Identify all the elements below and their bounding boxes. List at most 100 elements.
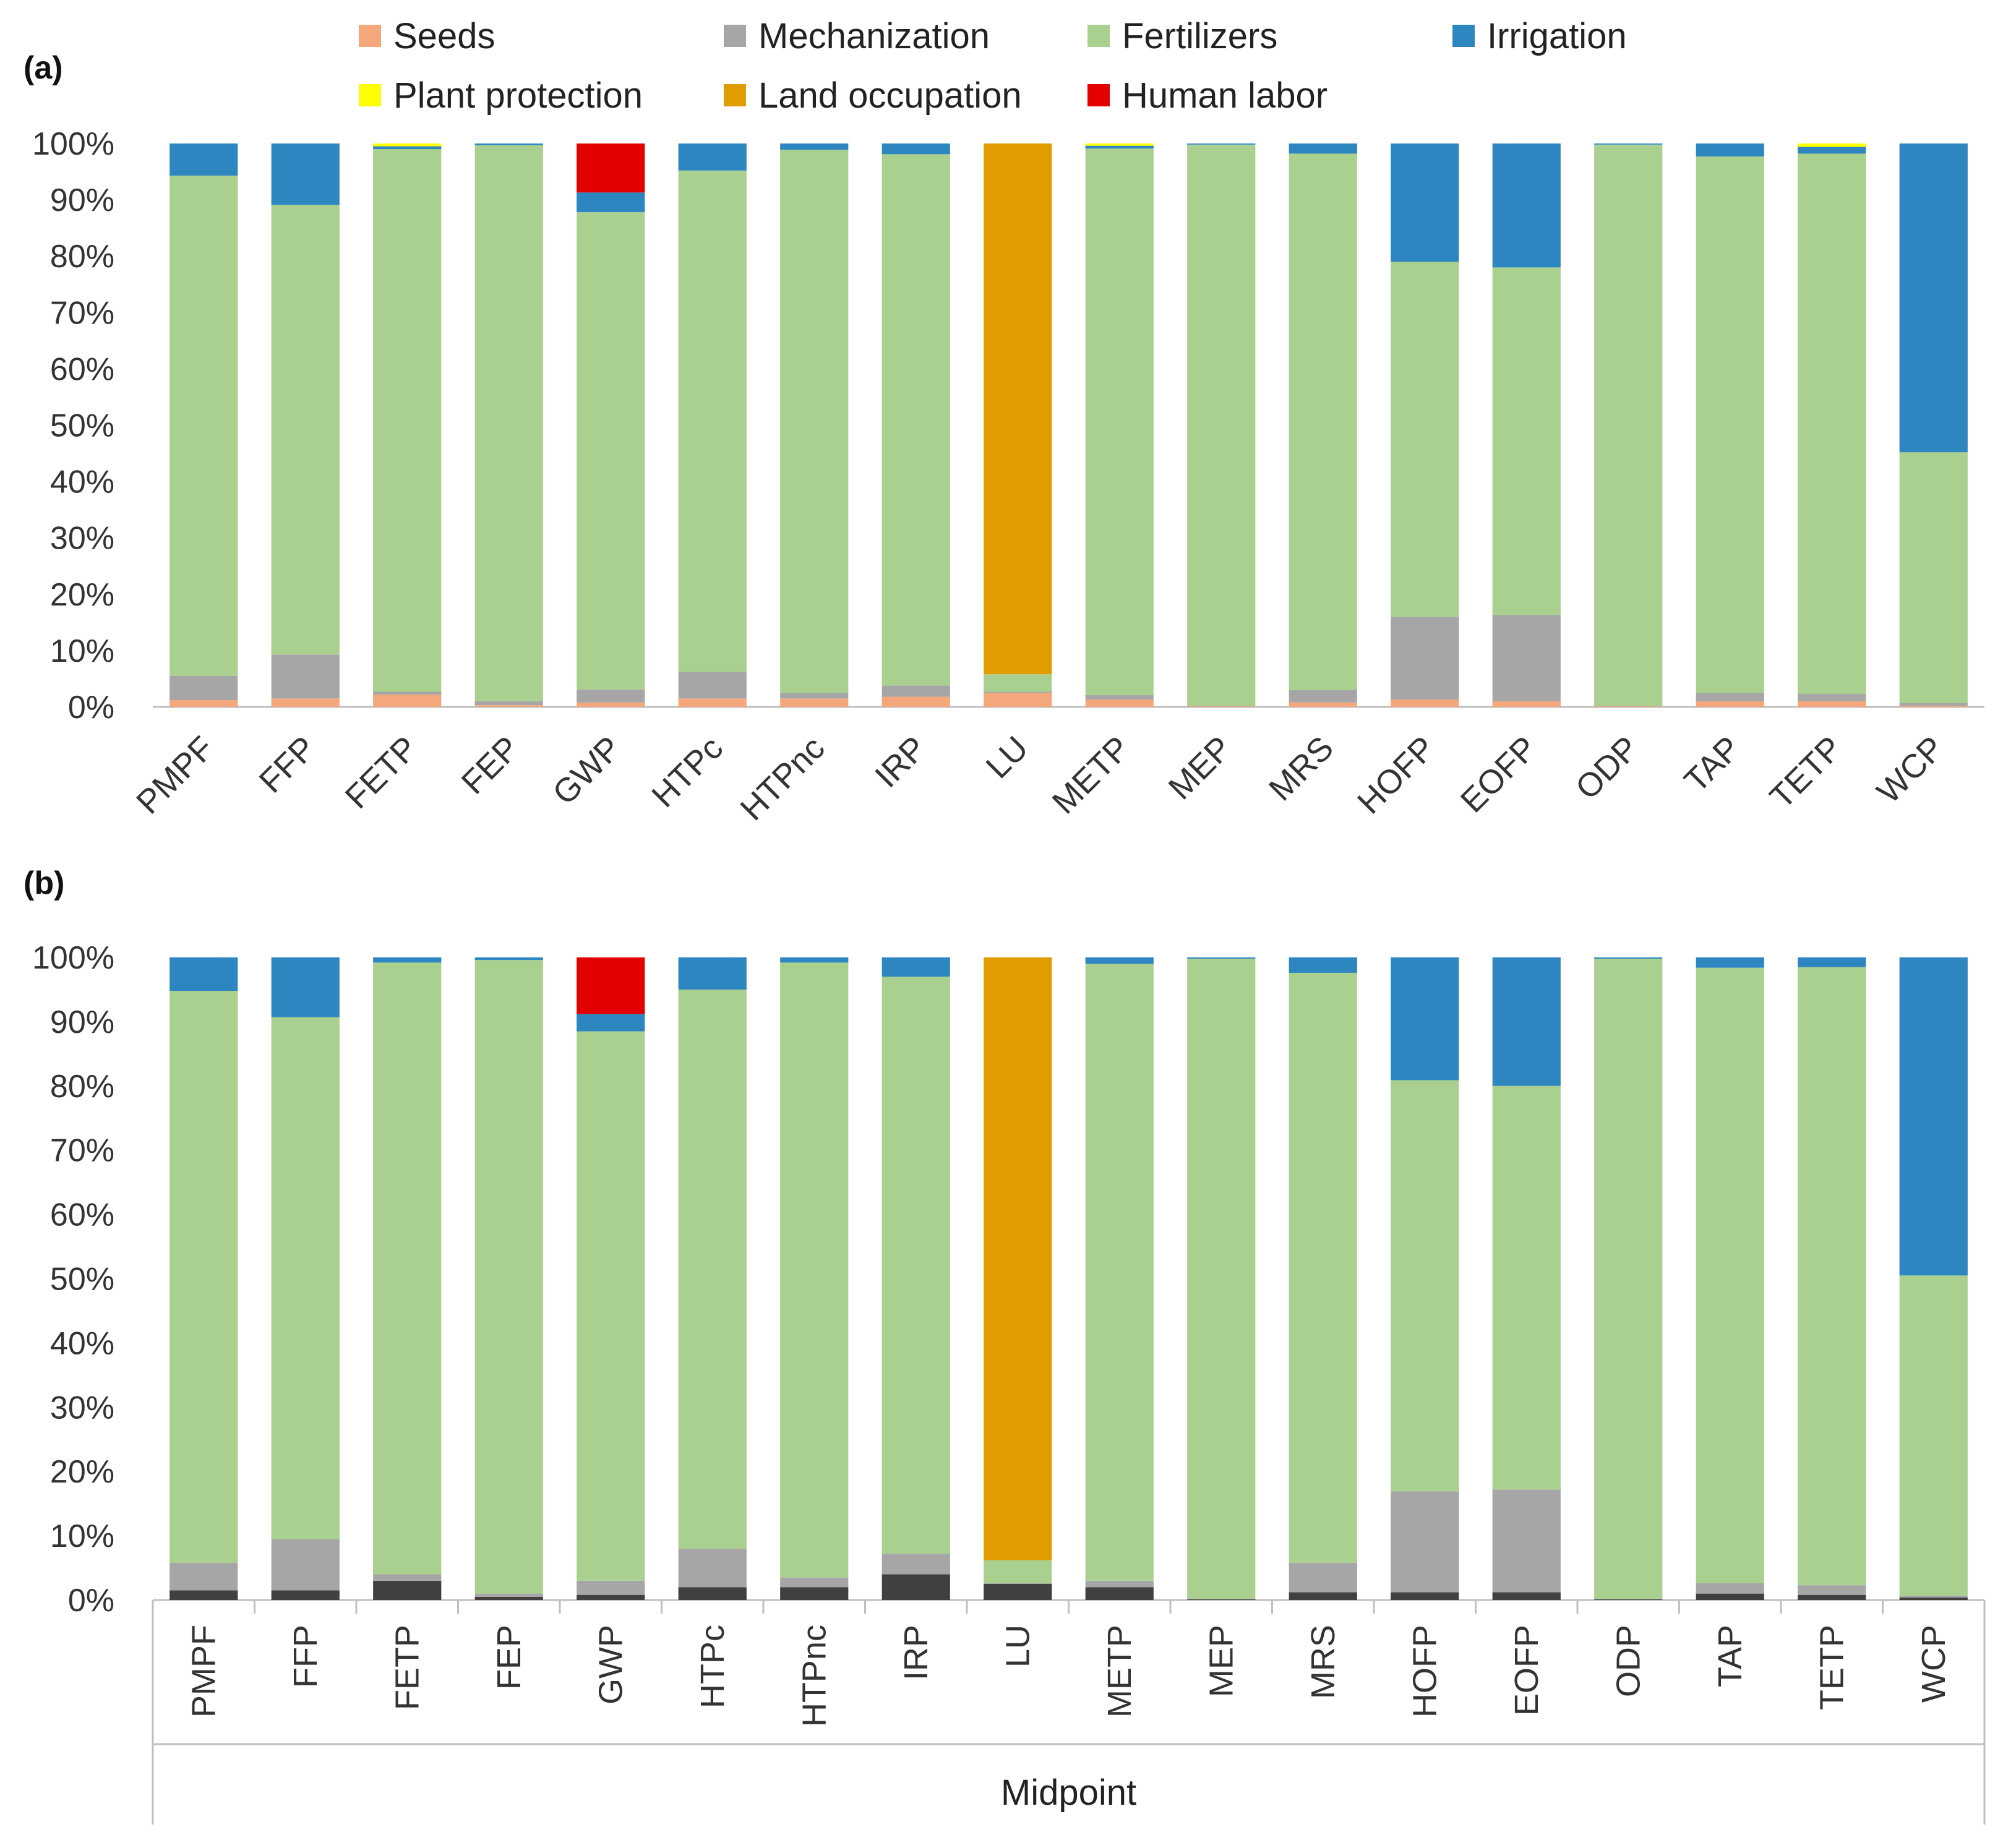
x-tick-label: FFP: [287, 1625, 324, 1688]
x-tick-label: FEP: [491, 1625, 528, 1690]
bar-segment-mrs-mechanization: [1289, 1562, 1357, 1593]
bar-segment-ffp-fertilizers: [271, 1017, 340, 1539]
bar-segment-ffp-fertilizers: [271, 205, 340, 655]
x-tick-label: TAP: [1712, 1625, 1749, 1687]
x-tick-label: EOFP: [1508, 1625, 1545, 1716]
bar-segment-fetp-plant-protection: [373, 143, 442, 147]
bar-segment-hofp-mechanization: [1391, 1491, 1459, 1593]
bar-segment-gwp-mechanization: [577, 1580, 645, 1595]
bar-segment-fep-seeds: [474, 705, 543, 707]
legend-label-human-labor: Human labor: [1122, 75, 1328, 116]
bar-segment-mrs-irrigation: [1289, 143, 1357, 154]
bar-segment-htpnc-irrigation: [780, 957, 849, 963]
bar-segment-eofp-irrigation: [1492, 957, 1561, 1086]
bar-segment-metp-seeds: [1085, 1587, 1154, 1600]
bar-segment-htpnc-seeds: [780, 1587, 849, 1600]
bar-segment-tetp-fertilizers: [1798, 153, 1866, 695]
panel-b-label: (b): [24, 865, 65, 901]
bar-segment-ffp-irrigation: [271, 957, 340, 1017]
bar-segment-wcp-seeds: [1899, 706, 1968, 707]
bar-segment-pmpf-irrigation: [169, 143, 238, 176]
bar-segment-irp-seeds: [881, 1574, 950, 1600]
x-tick-label: PMPF: [129, 729, 221, 821]
bar-segment-irp-irrigation: [881, 957, 950, 977]
bar-segment-wcp-mechanization: [1899, 703, 1968, 706]
bar-segment-irp-seeds: [881, 696, 950, 707]
bar-segment-mep-irrigation: [1187, 957, 1256, 959]
chart-panel-b: 0% 10% 20% 30% 40% 50% 60% 70% 80% 90% 100% PMPF FFP…: [32, 940, 1986, 1825]
bar-segment-wcp-fertilizers: [1899, 1275, 1968, 1596]
bar-segment-metp-irrigation: [1085, 145, 1154, 149]
y-tick-label: 0%: [68, 1583, 114, 1619]
bar-segment-eofp-mechanization: [1492, 1489, 1561, 1593]
legend-swatch-fertilizers: [1087, 25, 1110, 47]
y-tick-label: 100%: [32, 940, 114, 976]
panel-a-label: (a): [24, 50, 63, 86]
bar-segment-ffp-mechanization: [271, 654, 340, 699]
bar-segment-metp-mechanization: [1085, 695, 1154, 700]
bar-segment-tetp-plant-protection: [1798, 143, 1866, 147]
bar-segment-fetp-fertilizers: [373, 962, 442, 1575]
bar-segment-ffp-seeds: [271, 698, 340, 707]
bar-segment-gwp-human-labor: [577, 957, 645, 1014]
bar-segment-irp-fertilizers: [881, 154, 950, 686]
x-tick-label: ODP: [1569, 729, 1646, 807]
bar-segment-eofp-fertilizers: [1492, 1085, 1561, 1490]
x-tick-label: FFP: [252, 729, 324, 800]
bar-segment-tap-seeds: [1696, 1593, 1764, 1600]
legend-label-plant-protection: Plant protection: [393, 75, 643, 116]
bar-segment-irp-mechanization: [881, 685, 950, 697]
legend-label-seeds: Seeds: [393, 15, 495, 56]
bar-segment-fep-mechanization: [474, 701, 543, 706]
y-tick-label: 80%: [50, 1069, 114, 1105]
bar-segment-mrs-irrigation: [1289, 957, 1357, 973]
bar-segment-lu-fertilizers: [984, 1560, 1052, 1583]
legend-swatch-mechanization: [724, 25, 746, 47]
bar-segment-htpc-seeds: [678, 1587, 747, 1600]
bar-segment-pmpf-fertilizers: [169, 991, 238, 1563]
x-tick-label: PMPF: [185, 1625, 222, 1718]
y-tick-label: 20%: [50, 577, 114, 613]
x-tick-label: WCP: [1870, 729, 1952, 811]
bar-segment-lu-seeds: [984, 693, 1052, 707]
x-tick-label: HTPnc: [796, 1625, 833, 1727]
bar-segment-odp-seeds: [1594, 1599, 1663, 1600]
legend-item-land-occupation: Land occupation: [724, 71, 1022, 120]
chart-panel-a: 0% 10% 20% 30% 40% 50% 60% 70% 80% 90% 100% PMPF FFP…: [32, 126, 1984, 828]
bar-segment-eofp-mechanization: [1492, 615, 1561, 701]
legend-swatch-seeds: [359, 25, 381, 47]
bar-segment-wcp-irrigation: [1899, 143, 1968, 453]
bar-segment-tap-irrigation: [1696, 957, 1764, 968]
bar-segment-mep-irrigation: [1187, 143, 1256, 145]
x-tick-label: FETP: [338, 729, 425, 816]
bar-segment-fetp-seeds: [373, 694, 442, 707]
legend-item-seeds: Seeds: [359, 11, 495, 61]
bar-segment-gwp-fertilizers: [577, 212, 645, 690]
bar-segment-htpnc-irrigation: [780, 143, 849, 150]
x-tick-label: TETP: [1813, 1625, 1850, 1710]
bar-segment-gwp-irrigation: [577, 192, 645, 213]
bar-segment-htpnc-seeds: [780, 698, 849, 707]
y-tick-label: 80%: [50, 239, 114, 275]
y-tick-label: 100%: [32, 126, 114, 162]
legend-swatch-land-occupation: [724, 84, 746, 106]
legend-label-fertilizers: Fertilizers: [1122, 15, 1278, 56]
x-tick-label: METP: [1045, 729, 1138, 821]
bar-segment-lu-fertilizers: [984, 674, 1052, 692]
y-tick-label: 20%: [50, 1454, 114, 1490]
bar-segment-htpnc-fertilizers: [780, 150, 849, 693]
bar-segment-htpc-irrigation: [678, 143, 747, 171]
bar-segment-pmpf-fertilizers: [169, 175, 238, 676]
bar-segment-tetp-seeds: [1798, 701, 1866, 707]
x-tick-label: MRS: [1262, 729, 1340, 808]
bar-segment-fetp-mechanization: [373, 1574, 442, 1581]
bar-segment-metp-fertilizers: [1085, 148, 1154, 695]
bar-segment-gwp-mechanization: [577, 689, 645, 703]
bar-segment-fep-seeds: [474, 1596, 543, 1600]
y-tick-label: 40%: [50, 1325, 114, 1361]
bar-segment-ffp-seeds: [271, 1590, 340, 1600]
x-tick-label: HOFP: [1406, 1625, 1443, 1718]
legend-item-plant-protection: Plant protection: [359, 71, 643, 120]
x-tick-label: LU: [979, 729, 1035, 785]
